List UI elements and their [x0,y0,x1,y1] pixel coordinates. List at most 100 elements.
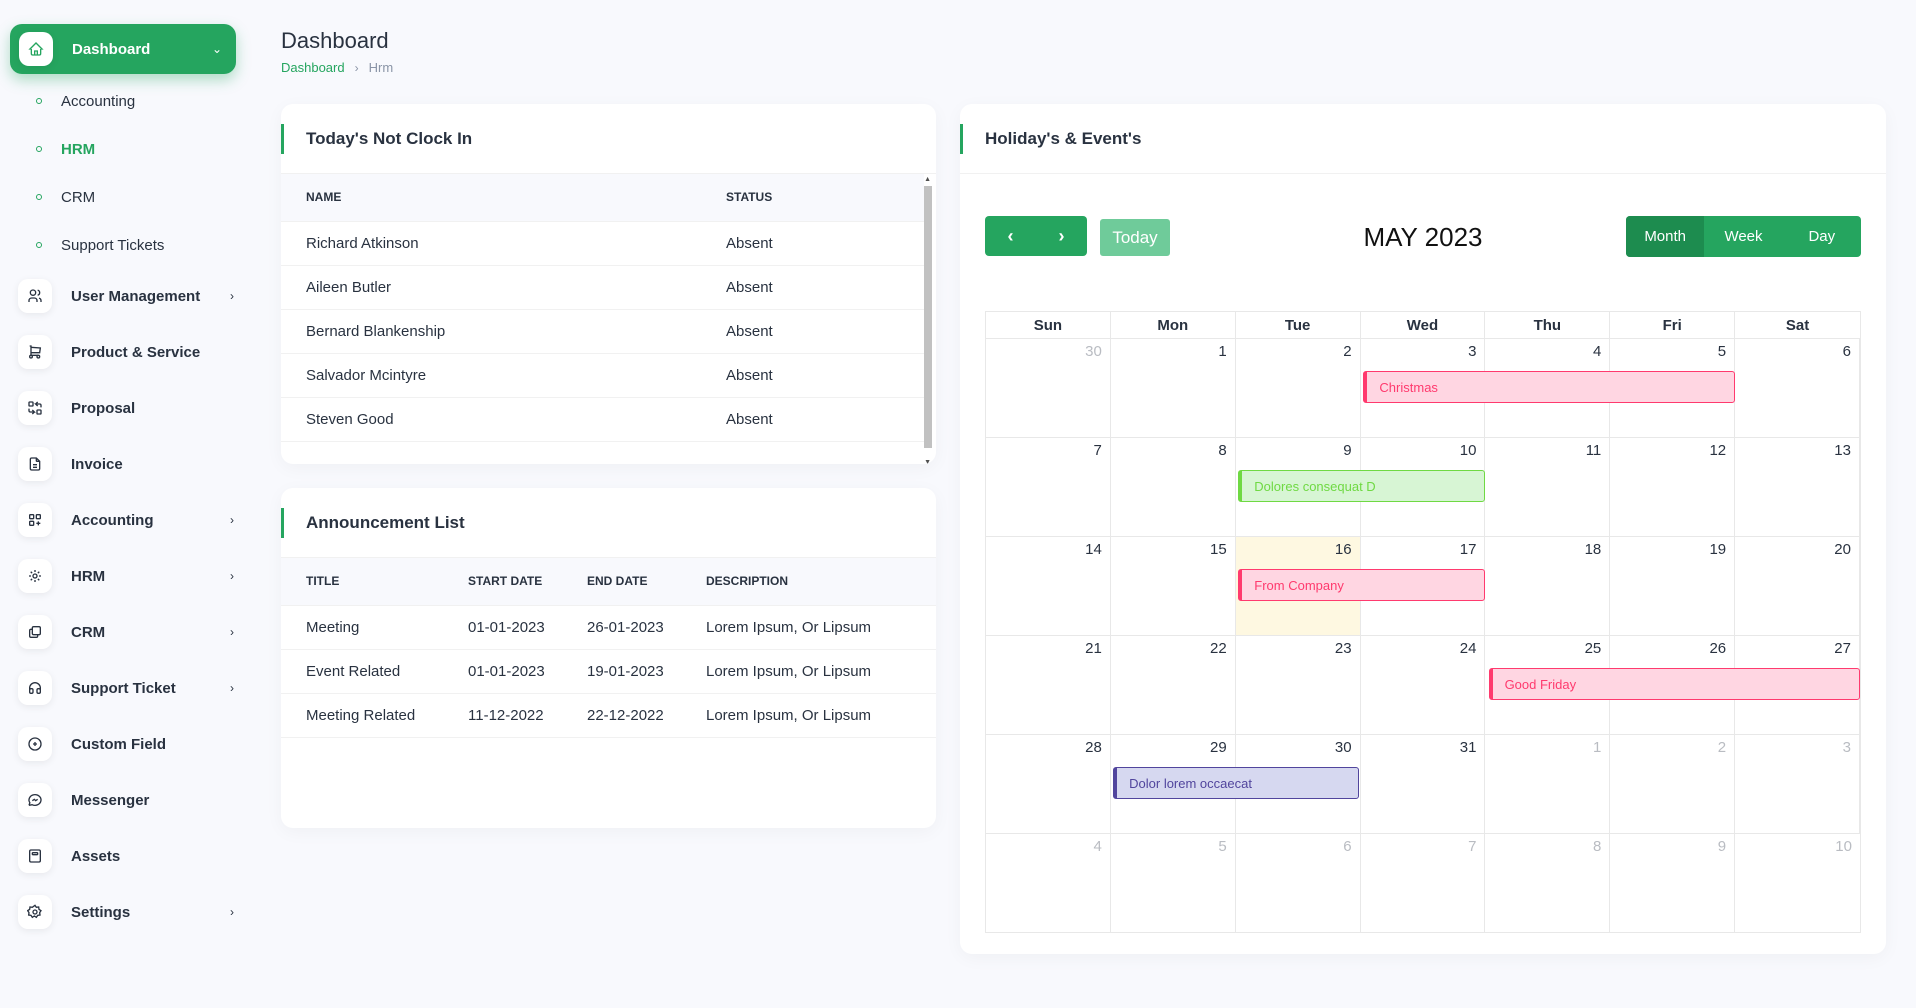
calendar-day[interactable]: 8 [1111,438,1236,536]
calendar-day[interactable]: 31 [1361,735,1486,833]
day-number[interactable]: 3 [1842,739,1851,756]
calendar-day[interactable]: 20 [1735,537,1860,635]
calendar-day[interactable]: 1 [1111,339,1236,437]
day-number[interactable]: 1 [1218,343,1227,360]
calendar-day[interactable]: 18 [1485,537,1611,635]
day-number[interactable]: 6 [1842,343,1851,360]
day-number[interactable]: 14 [1085,541,1102,558]
day-number[interactable]: 29 [1210,739,1227,756]
day-number[interactable]: 7 [1468,838,1477,855]
calendar-day[interactable]: 1 [1485,735,1611,833]
calendar-event[interactable]: From Company [1238,569,1485,601]
calendar-day[interactable]: 10 [1361,438,1486,536]
day-number[interactable]: 8 [1218,442,1227,459]
calendar-day[interactable]: 19 [1610,537,1736,635]
day-number[interactable]: 16 [1334,541,1352,558]
day-number[interactable]: 26 [1709,640,1727,657]
day-number[interactable]: 1 [1592,739,1602,756]
sidebar-item-user-management[interactable]: User Management › [18,278,234,314]
sidebar-item-accounting[interactable]: Accounting › [18,502,234,538]
sidebar-item-messenger[interactable]: Messenger [18,782,228,818]
day-number[interactable]: 11 [1585,442,1602,459]
calendar-day[interactable]: 17 [1361,537,1486,635]
sidebar-item-product-service[interactable]: Product & Service [18,334,228,370]
sidebar-subitem-crm[interactable]: CRM [36,185,95,209]
calendar-prev-button[interactable]: ‹ [985,216,1036,256]
calendar-day[interactable]: 30 [986,339,1111,437]
calendar-day[interactable]: 2 [1236,339,1361,437]
calendar-event[interactable]: Christmas [1363,371,1735,403]
calendar-event[interactable]: Dolores consequat D [1238,470,1485,502]
breadcrumb-home-link[interactable]: Dashboard [281,60,345,75]
day-number[interactable]: 10 [1459,442,1477,459]
day-number[interactable]: 8 [1592,838,1602,855]
view-month-button[interactable]: Month [1626,216,1705,257]
day-number[interactable]: 10 [1835,838,1852,855]
day-number[interactable]: 30 [1334,739,1352,756]
calendar-day[interactable]: 15 [1111,537,1236,635]
calendar-day[interactable]: 2 [1610,735,1736,833]
calendar-day[interactable]: 3 [1735,735,1860,833]
calendar-day[interactable]: 6 [1236,834,1361,932]
vertical-scrollbar[interactable]: ▲ ▼ [924,176,934,464]
day-number[interactable]: 12 [1709,442,1727,459]
day-number[interactable]: 7 [1093,442,1102,459]
sidebar-item-dashboard[interactable]: Dashboard ⌄ [10,24,236,74]
day-number[interactable]: 19 [1709,541,1727,558]
calendar-day[interactable]: 4 [986,834,1111,932]
calendar-day[interactable]: 11 [1485,438,1611,536]
day-number[interactable]: 4 [1592,343,1602,360]
day-number[interactable]: 27 [1834,640,1851,657]
calendar-event[interactable]: Good Friday [1488,668,1860,700]
day-number[interactable]: 5 [1218,838,1227,855]
scroll-down-arrow-icon[interactable]: ▼ [924,459,931,464]
day-number[interactable]: 18 [1584,541,1602,558]
calendar-day[interactable]: 28 [986,735,1111,833]
day-number[interactable]: 22 [1210,640,1227,657]
day-number[interactable]: 15 [1210,541,1227,558]
calendar-day[interactable]: 30 [1236,735,1361,833]
day-number[interactable]: 23 [1334,640,1352,657]
sidebar-subitem-hrm[interactable]: HRM [36,137,95,161]
sidebar-item-support-ticket[interactable]: Support Ticket › [18,670,234,706]
day-number[interactable]: 24 [1459,640,1477,657]
sidebar-item-invoice[interactable]: Invoice [18,446,228,482]
sidebar-item-custom-field[interactable]: Custom Field [18,726,228,762]
calendar-day[interactable]: 23 [1236,636,1361,734]
day-number[interactable]: 9 [1343,442,1352,459]
day-number[interactable]: 6 [1343,838,1352,855]
calendar-next-button[interactable]: › [1036,216,1087,256]
scrollbar-thumb[interactable] [924,186,932,448]
day-number[interactable]: 9 [1717,838,1727,855]
day-number[interactable]: 20 [1834,541,1851,558]
day-number[interactable]: 13 [1834,442,1851,459]
day-number[interactable]: 28 [1085,739,1102,756]
view-week-button[interactable]: Week [1724,228,1763,245]
day-number[interactable]: 30 [1085,343,1102,360]
calendar-day[interactable]: 13 [1735,438,1860,536]
scroll-up-arrow-icon[interactable]: ▲ [924,176,931,183]
calendar-day[interactable]: 8 [1485,834,1611,932]
day-number[interactable]: 3 [1468,343,1477,360]
calendar-day[interactable]: 22 [1111,636,1236,734]
day-number[interactable]: 25 [1584,640,1602,657]
sidebar-item-proposal[interactable]: Proposal [18,390,228,426]
sidebar-item-assets[interactable]: Assets [18,838,228,874]
calendar-day[interactable]: 12 [1610,438,1736,536]
sidebar-subitem-accounting[interactable]: Accounting [36,89,135,113]
calendar-day[interactable]: 9 [1610,834,1736,932]
calendar-day[interactable]: 21 [986,636,1111,734]
day-number[interactable]: 5 [1717,343,1727,360]
sidebar-subitem-support-tickets[interactable]: Support Tickets [36,233,164,257]
view-day-button[interactable]: Day [1808,228,1836,245]
calendar-day[interactable]: 7 [1361,834,1486,932]
sidebar-item-crm[interactable]: CRM › [18,614,234,650]
day-number[interactable]: 2 [1717,739,1727,756]
calendar-day[interactable]: 24 [1361,636,1486,734]
calendar-day[interactable]: 10 [1735,834,1860,932]
calendar-today-button[interactable]: Today [1100,219,1170,256]
calendar-day[interactable]: 7 [986,438,1111,536]
day-number[interactable]: 17 [1459,541,1477,558]
day-number[interactable]: 31 [1459,739,1477,756]
calendar-day[interactable]: 5 [1111,834,1236,932]
